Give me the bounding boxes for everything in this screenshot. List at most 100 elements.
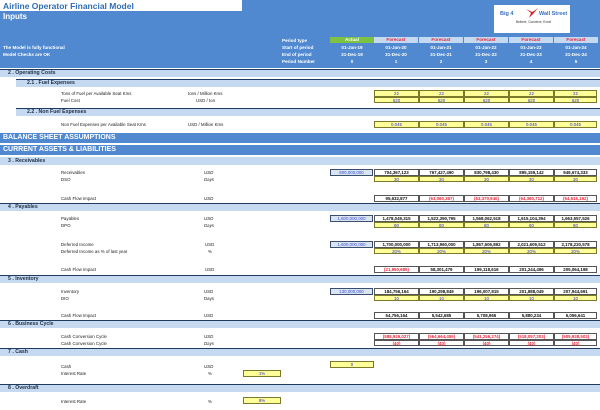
row-unit: % <box>208 371 212 376</box>
period-type-forecast: Forecast <box>419 37 463 43</box>
period-end-label: End of period <box>282 52 312 57</box>
period-end: 31-Dec-24 <box>565 52 587 57</box>
input-cell[interactable]: 620 <box>374 96 419 103</box>
input-cell[interactable]: 620 <box>464 96 509 103</box>
input-cell[interactable]: 20% <box>419 247 464 254</box>
row-label: Payables <box>61 216 80 221</box>
row-label: DIO <box>61 296 69 301</box>
input-cell[interactable]: 10 <box>374 294 419 301</box>
row-label: Cash <box>61 364 72 369</box>
value-cell: 830,798,430 <box>464 169 509 176</box>
period-number: 4 <box>529 59 533 64</box>
period-start: 01-Jan-19 <box>341 45 363 50</box>
value-cell: 2,178,220,578 <box>554 241 597 248</box>
section-label: 7 . Cash <box>8 349 28 355</box>
row-label: Deferred Income <box>61 242 94 247</box>
cash-interest-rate-input[interactable]: 1% <box>243 370 281 377</box>
input-cell[interactable]: 30 <box>419 175 464 182</box>
section-cash <box>0 348 600 356</box>
input-cell[interactable]: 0.045 <box>374 121 419 128</box>
input-cell[interactable]: 80 <box>374 221 419 228</box>
logo-tagline: Believe, Conceive, Excel <box>516 20 552 24</box>
section-label: 8 . Overdraft <box>8 385 39 391</box>
input-cell[interactable]: 20% <box>464 247 509 254</box>
input-cell[interactable]: 80 <box>509 221 554 228</box>
cash-opening-input[interactable]: 0 <box>330 361 374 368</box>
input-cell[interactable]: 10 <box>509 294 554 301</box>
overdraft-interest-rate-input[interactable]: 8% <box>243 397 281 404</box>
input-cell[interactable]: 10 <box>419 294 464 301</box>
input-cell[interactable]: 0.045 <box>554 121 597 128</box>
row-label: Interest Rate <box>61 371 87 376</box>
row-unit: USD <box>204 196 214 201</box>
value-cell: 1,568,062,518 <box>464 215 509 222</box>
input-cell[interactable]: 80 <box>554 221 597 228</box>
actual-input-cell[interactable]: 1,600,000,000 <box>330 215 373 222</box>
input-cell[interactable]: 10 <box>554 294 597 301</box>
input-cell[interactable]: 620 <box>554 96 597 103</box>
input-cell[interactable]: 22 <box>419 90 464 97</box>
input-cell[interactable]: 20% <box>554 247 597 254</box>
row-unit: Days <box>204 223 215 228</box>
row-label: Deferred Income as % of last year <box>61 249 128 254</box>
value-cell-negative: (40) <box>464 339 509 346</box>
input-cell[interactable]: 30 <box>554 175 597 182</box>
input-cell[interactable]: 22 <box>509 90 554 97</box>
actual-input-cell[interactable]: 1,600,000,000 <box>330 241 373 248</box>
section-operating-costs <box>0 69 600 77</box>
input-cell[interactable]: 0.045 <box>509 121 554 128</box>
row-unit: Days <box>204 341 215 346</box>
row-unit: Days <box>204 296 215 301</box>
period-number-label: Period Number <box>282 59 315 64</box>
section-label: BALANCE SHEET ASSUMPTIONS <box>3 134 116 141</box>
input-cell[interactable]: 20% <box>509 247 554 254</box>
period-start: 01-Jan-21 <box>430 45 452 50</box>
section-payables <box>0 203 600 211</box>
input-cell[interactable]: 22 <box>374 90 419 97</box>
row-unit: USD <box>204 334 214 339</box>
eagle-logo-icon <box>526 8 538 18</box>
section-business-cycle <box>0 320 600 328</box>
section-inventory <box>0 275 600 283</box>
row-label: DPO <box>61 223 71 228</box>
input-cell[interactable]: 22 <box>464 90 509 97</box>
input-cell[interactable]: 30 <box>509 175 554 182</box>
input-cell[interactable]: 80 <box>464 221 509 228</box>
period-type-actual: Actual <box>330 37 374 43</box>
actual-input-cell[interactable]: 130,000,000 <box>330 288 373 295</box>
subsection-label: 2.1 . Fuel Expenses <box>27 80 75 86</box>
row-unit: % <box>208 399 212 404</box>
input-cell[interactable]: 20% <box>374 247 419 254</box>
value-cell: 1,522,390,795 <box>419 215 464 222</box>
row-label: Tons of Fuel per Available Seat Kms <box>61 91 132 96</box>
section-label: 3 . Receivables <box>8 158 46 164</box>
value-cell-negative: (564,664,455) <box>419 333 464 340</box>
value-cell: 5,708,965 <box>464 312 509 319</box>
input-cell[interactable]: 30 <box>374 175 419 182</box>
sheet-title: Inputs <box>3 12 27 21</box>
input-cell[interactable]: 80 <box>419 221 464 228</box>
section-current-assets-liabilities <box>0 145 600 155</box>
input-cell[interactable]: 620 <box>419 96 464 103</box>
value-cell: 704,367,123 <box>374 169 419 176</box>
value-cell-negative: (541,256,274) <box>464 333 509 340</box>
row-label: Fuel Cost <box>61 98 80 103</box>
value-cell: 205,064,198 <box>554 266 597 273</box>
value-cell-negative: (63,370,940) <box>464 195 509 202</box>
input-cell[interactable]: 0.045 <box>419 121 464 128</box>
value-cell-negative: (40) <box>419 339 464 346</box>
input-cell[interactable]: 10 <box>464 294 509 301</box>
section-balance-sheet-assumptions <box>0 133 600 143</box>
input-cell[interactable]: 22 <box>554 90 597 97</box>
row-label: Cash Flow Impact <box>61 196 97 201</box>
input-cell[interactable]: 0.045 <box>464 121 509 128</box>
input-cell[interactable]: 620 <box>509 96 554 103</box>
input-cell[interactable]: 30 <box>464 175 509 182</box>
value-cell: 1,663,557,526 <box>554 215 597 222</box>
value-cell: 201,244,496 <box>509 266 554 273</box>
period-start: 01-Jan-20 <box>385 45 407 50</box>
value-cell: 190,298,849 <box>419 288 464 295</box>
period-type-forecast: Forecast <box>509 37 553 43</box>
actual-input-cell[interactable]: 800,000,000 <box>330 169 373 176</box>
value-cell: 196,007,815 <box>464 288 509 295</box>
